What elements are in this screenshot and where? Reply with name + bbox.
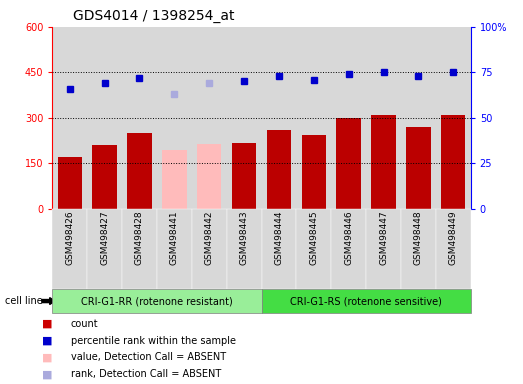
Text: GSM498442: GSM498442 — [204, 210, 214, 265]
Bar — [157, 27, 192, 209]
Text: GSM498448: GSM498448 — [414, 210, 423, 265]
Bar — [192, 27, 226, 209]
Bar — [197, 144, 221, 209]
Text: CRI-G1-RR (rotenone resistant): CRI-G1-RR (rotenone resistant) — [81, 296, 233, 306]
Text: ■: ■ — [42, 369, 52, 379]
Text: ■: ■ — [42, 353, 52, 362]
Text: GSM498428: GSM498428 — [135, 210, 144, 265]
Bar — [406, 127, 430, 209]
Bar — [267, 131, 291, 209]
Bar — [127, 133, 152, 209]
Bar — [401, 27, 436, 209]
Bar — [436, 27, 471, 209]
Text: ■: ■ — [42, 319, 52, 329]
Bar — [87, 27, 122, 209]
Text: ■: ■ — [42, 336, 52, 346]
Text: GSM498441: GSM498441 — [170, 210, 179, 265]
Text: cell line: cell line — [5, 296, 43, 306]
Bar — [232, 144, 256, 209]
Bar — [371, 115, 396, 209]
Text: count: count — [71, 319, 98, 329]
Bar — [297, 27, 331, 209]
Bar — [441, 115, 465, 209]
Text: GSM498449: GSM498449 — [449, 210, 458, 265]
Text: GDS4014 / 1398254_at: GDS4014 / 1398254_at — [73, 9, 235, 23]
Bar — [331, 27, 366, 209]
Bar — [226, 27, 262, 209]
Text: GSM498427: GSM498427 — [100, 210, 109, 265]
Text: GSM498426: GSM498426 — [65, 210, 74, 265]
Bar — [366, 27, 401, 209]
Bar — [93, 145, 117, 209]
Bar — [302, 135, 326, 209]
Text: value, Detection Call = ABSENT: value, Detection Call = ABSENT — [71, 353, 226, 362]
Bar — [262, 27, 297, 209]
Bar — [162, 150, 187, 209]
Text: GSM498444: GSM498444 — [275, 210, 283, 265]
Bar — [122, 27, 157, 209]
Text: CRI-G1-RS (rotenone sensitive): CRI-G1-RS (rotenone sensitive) — [290, 296, 442, 306]
Bar — [52, 27, 87, 209]
Bar — [58, 157, 82, 209]
Text: GSM498447: GSM498447 — [379, 210, 388, 265]
Text: rank, Detection Call = ABSENT: rank, Detection Call = ABSENT — [71, 369, 221, 379]
Text: GSM498445: GSM498445 — [309, 210, 319, 265]
Text: percentile rank within the sample: percentile rank within the sample — [71, 336, 235, 346]
Text: GSM498443: GSM498443 — [240, 210, 248, 265]
Text: GSM498446: GSM498446 — [344, 210, 353, 265]
Bar — [336, 118, 361, 209]
